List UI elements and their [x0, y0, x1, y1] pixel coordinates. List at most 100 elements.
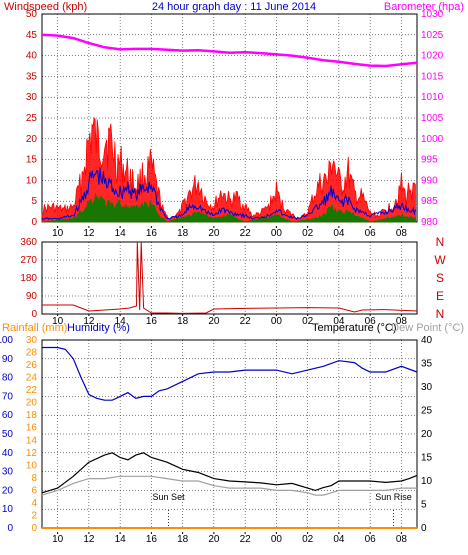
humidity-axis-title: Humidity (%) [67, 322, 130, 334]
baro-y-tick-label: 995 [421, 155, 438, 166]
wind-y-tick-label: 35 [26, 71, 38, 82]
baro-y-tick-label: 1025 [421, 30, 444, 41]
rain-y-tick-label: 12 [26, 448, 38, 459]
rain-y-tick-label: 0 [31, 523, 37, 534]
direction-y-tick-label: 0 [31, 309, 37, 320]
temp-y-tick-label: 40 [421, 335, 433, 346]
x-tick-label: 08 [396, 228, 408, 239]
humidity-y-tick-label: 0 [7, 523, 13, 534]
baro-y-tick-label: 980 [421, 217, 438, 228]
x-tick-label: 20 [208, 228, 220, 239]
x-tick-label: 14 [115, 316, 127, 327]
temp-y-tick-label: 20 [421, 429, 433, 440]
x-tick-label: 02 [302, 534, 314, 545]
compass-label: S [436, 271, 444, 285]
humidity-y-tick-label: 90 [2, 354, 14, 365]
temp-y-tick-label: 35 [421, 359, 433, 370]
x-tick-label: 08 [396, 534, 408, 545]
rain-y-tick-label: 26 [26, 360, 38, 371]
wind-y-tick-label: 40 [26, 51, 38, 62]
x-tick-label: 06 [365, 534, 377, 545]
rain-y-tick-label: 6 [31, 485, 37, 496]
graph-title: 24 hour graph day : 11 June 2014 [152, 1, 316, 13]
wind-y-tick-label: 0 [31, 217, 37, 228]
baro-y-tick-label: 1000 [421, 134, 444, 145]
humidity-y-tick-label: 100 [0, 335, 13, 346]
temp-axis-title: Temperature (°C) [312, 322, 396, 334]
baro-y-tick-label: 985 [421, 196, 438, 207]
baro-axis-title: Barometer (hpa) [384, 1, 464, 13]
wind-y-tick-label: 45 [26, 30, 38, 41]
rain-y-tick-label: 18 [26, 410, 38, 421]
x-tick-label: 00 [271, 228, 283, 239]
x-tick-label: 04 [333, 228, 345, 239]
rain-y-tick-label: 2 [31, 510, 37, 521]
direction-y-tick-label: 270 [20, 255, 37, 266]
wind-axis-title: Windspeed (kph) [4, 1, 87, 13]
x-tick-label: 04 [333, 534, 345, 545]
x-tick-label: 12 [83, 316, 95, 327]
sunrise-label: Sun Rise [375, 492, 412, 502]
rain-y-tick-label: 14 [26, 435, 38, 446]
wind-y-tick-label: 5 [31, 196, 37, 207]
rain-y-tick-label: 4 [31, 498, 37, 509]
series-wind-speed-min [41, 193, 416, 223]
x-tick-label: 16 [146, 228, 158, 239]
humidity-y-tick-label: 40 [2, 448, 14, 459]
wind-y-tick-label: 15 [26, 155, 38, 166]
x-tick-label: 16 [146, 534, 158, 545]
series-wind-average [41, 167, 416, 221]
x-tick-label: 06 [365, 316, 377, 327]
x-tick-label: 10 [52, 316, 64, 327]
wind-y-tick-label: 50 [26, 9, 38, 20]
series-wind-direction [42, 241, 418, 314]
x-tick-label: 16 [146, 316, 158, 327]
humidity-y-tick-label: 50 [2, 429, 14, 440]
x-tick-label: 22 [240, 228, 252, 239]
x-tick-label: 04 [333, 316, 345, 327]
compass-label: W [434, 253, 446, 267]
rain-y-tick-label: 30 [26, 335, 38, 346]
x-tick-label: 06 [365, 228, 377, 239]
compass-label: N [436, 235, 445, 249]
dewpoint-axis-title: Dew Point (°C) [391, 322, 464, 334]
x-tick-label: 12 [83, 228, 95, 239]
temp-y-tick-label: 0 [421, 523, 427, 534]
humidity-y-tick-label: 80 [2, 373, 14, 384]
compass-label: N [436, 307, 445, 321]
baro-y-tick-label: 1015 [421, 71, 444, 82]
humidity-y-tick-label: 60 [2, 410, 14, 421]
humidity-y-tick-label: 30 [2, 467, 14, 478]
x-tick-label: 18 [177, 316, 189, 327]
series-barometer [41, 33, 418, 68]
wind-y-tick-label: 25 [26, 113, 38, 124]
series-humidity [42, 346, 418, 401]
rain-y-tick-label: 22 [26, 385, 38, 396]
x-tick-label: 10 [52, 534, 64, 545]
x-tick-label: 02 [302, 316, 314, 327]
series-temperature [41, 452, 418, 494]
baro-y-tick-label: 1030 [421, 9, 444, 20]
temp-y-tick-label: 25 [421, 406, 433, 417]
baro-y-tick-label: 1020 [421, 51, 444, 62]
baro-y-tick-label: 1005 [421, 113, 444, 124]
series-dew-point [41, 475, 417, 496]
temp-y-tick-label: 15 [421, 453, 433, 464]
x-tick-label: 12 [83, 534, 95, 545]
rain-y-tick-label: 28 [26, 348, 38, 359]
wind-y-tick-label: 20 [26, 134, 38, 145]
compass-label: E [436, 289, 444, 303]
x-tick-label: 22 [240, 316, 252, 327]
temp-y-tick-label: 5 [421, 500, 427, 511]
humidity-y-tick-label: 20 [2, 485, 14, 496]
wind-y-tick-label: 30 [26, 92, 38, 103]
x-tick-label: 14 [115, 534, 127, 545]
humidity-y-tick-label: 10 [2, 504, 14, 515]
rain-y-tick-label: 24 [26, 373, 38, 384]
direction-y-tick-label: 180 [20, 273, 37, 284]
x-tick-label: 14 [115, 228, 127, 239]
x-tick-label: 02 [302, 228, 314, 239]
x-tick-label: 00 [271, 534, 283, 545]
